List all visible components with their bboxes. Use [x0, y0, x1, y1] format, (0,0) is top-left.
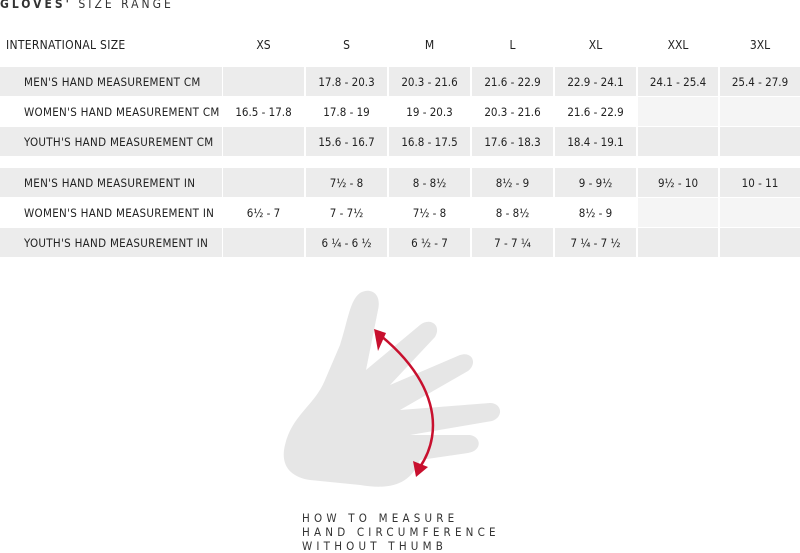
size-cell: [720, 97, 800, 126]
size-cell: 18.4 - 19.1: [555, 127, 636, 156]
size-cell: 8½ - 9: [555, 198, 636, 227]
header-cell: L: [472, 30, 553, 59]
size-cell: [223, 168, 304, 197]
header-cell: XS: [223, 30, 304, 59]
size-cell: [223, 228, 304, 257]
measure-arc: [379, 334, 435, 468]
size-cell: 25.4 - 27.9: [720, 67, 800, 96]
size-cell: 17.8 - 20.3: [306, 67, 387, 96]
size-cell: 7 ¼ - 7 ½: [555, 228, 636, 257]
size-cell: 19 - 20.3: [389, 97, 470, 126]
size-cell: 17.8 - 19: [306, 97, 387, 126]
size-cell: 24.1 - 25.4: [638, 67, 718, 96]
size-cell: 6½ - 7: [223, 198, 304, 227]
title: GLOVES' SIZE RANGE: [0, 0, 174, 11]
size-cell: 9 - 9½: [555, 168, 636, 197]
arrow-head-top: [374, 329, 386, 351]
size-cell: 22.9 - 24.1: [555, 67, 636, 96]
size-cell: 7 - 7½: [306, 198, 387, 227]
title-rest: SIZE RANGE: [78, 0, 174, 11]
arrow-head-bottom: [413, 461, 428, 477]
size-cell: 21.6 - 22.9: [555, 97, 636, 126]
header-cell: M: [389, 30, 470, 59]
header-cell: XXL: [638, 30, 718, 59]
size-cell: 20.3 - 21.6: [472, 97, 553, 126]
size-cell: 10 - 11: [720, 168, 800, 197]
hand-shape: [283, 290, 501, 487]
size-cell: 21.6 - 22.9: [472, 67, 553, 96]
size-cell: 7 - 7 ¼: [472, 228, 553, 257]
title-brand: GLOVES': [0, 0, 72, 11]
row-label: MEN'S HAND MEASUREMENT CM: [0, 67, 222, 96]
header-cell: S: [306, 30, 387, 59]
size-cell: [638, 127, 718, 156]
size-cell: [223, 67, 304, 96]
header-cell: INTERNATIONAL SIZE: [0, 30, 222, 59]
caption-line: WITHOUT THUMB: [302, 539, 447, 553]
size-cell: 20.3 - 21.6: [389, 67, 470, 96]
size-cell: [638, 228, 718, 257]
size-cell: 6 ½ - 7: [389, 228, 470, 257]
size-cell: [638, 97, 718, 126]
caption-line: HAND CIRCUMFERENCE: [302, 525, 500, 539]
size-cell: 9½ - 10: [638, 168, 718, 197]
size-cell: 8 - 8½: [389, 168, 470, 197]
header-cell: 3XL: [720, 30, 800, 59]
size-cell: 7½ - 8: [306, 168, 387, 197]
size-cell: 15.6 - 16.7: [306, 127, 387, 156]
caption: HOW TO MEASURE HAND CIRCUMFERENCE WITHOUT …: [302, 511, 500, 553]
hand-illustration: [283, 290, 501, 487]
size-cell: [720, 198, 800, 227]
size-cell: 8 - 8½: [472, 198, 553, 227]
size-cell: 8½ - 9: [472, 168, 553, 197]
row-label: YOUTH'S HAND MEASUREMENT CM: [0, 127, 222, 156]
size-cell: 16.8 - 17.5: [389, 127, 470, 156]
row-label: YOUTH'S HAND MEASUREMENT IN: [0, 228, 222, 257]
size-cell: [720, 127, 800, 156]
row-label: WOMEN'S HAND MEASUREMENT IN: [0, 198, 222, 227]
header-cell: XL: [555, 30, 636, 59]
size-cell: 6 ¼ - 6 ½: [306, 228, 387, 257]
size-cell: [720, 228, 800, 257]
size-cell: 17.6 - 18.3: [472, 127, 553, 156]
size-cell: 7½ - 8: [389, 198, 470, 227]
caption-line: HOW TO MEASURE: [302, 511, 459, 525]
size-cell: [638, 198, 718, 227]
row-label: WOMEN'S HAND MEASUREMENT CM: [0, 97, 222, 126]
row-label: MEN'S HAND MEASUREMENT IN: [0, 168, 222, 197]
size-cell: [223, 127, 304, 156]
size-cell: 16.5 - 17.8: [223, 97, 304, 126]
